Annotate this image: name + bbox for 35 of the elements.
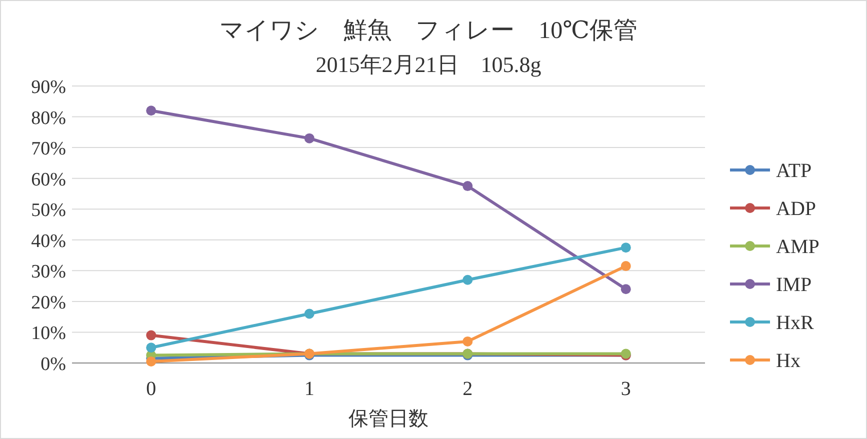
point [620,242,631,253]
point [146,106,156,116]
legend-label: HxR [776,312,814,334]
legend-label: IMP [776,274,812,296]
point [304,133,314,144]
point [146,330,156,340]
point [146,342,156,353]
x-tick-label: 3 [620,378,631,400]
point [620,284,631,294]
y-tick-label: 20% [31,292,66,314]
y-tick-label: 10% [31,323,66,344]
point [146,356,156,366]
x-axis-title: 保管日数 [348,408,428,430]
point [462,181,473,192]
point [462,336,473,346]
y-tick-label: 40% [31,230,66,252]
legend-label: Hx [776,350,800,372]
y-tick-label: 60% [31,169,66,190]
y-tick-label: 0% [40,354,66,375]
point [462,274,473,285]
chart-title: マイワシ 鮮魚 フィレー 10℃保管 [220,18,638,44]
x-tick-label: 1 [304,378,314,400]
legend-label: ATP [776,160,812,182]
point [620,261,631,272]
point [304,308,314,319]
x-tick-label: 2 [462,378,473,400]
y-tick-label: 70% [31,138,66,160]
x-tick-label: 0 [146,378,156,400]
y-tick-label: 80% [31,108,66,129]
y-tick-label: 90% [31,77,66,98]
y-tick-label: 30% [31,262,66,283]
chart-subtitle: 2015年2月21日 105.8g [316,52,542,77]
legend-label: ADP [776,198,816,220]
y-tick-label: 50% [31,200,66,222]
legend-label: AMP [776,236,820,258]
